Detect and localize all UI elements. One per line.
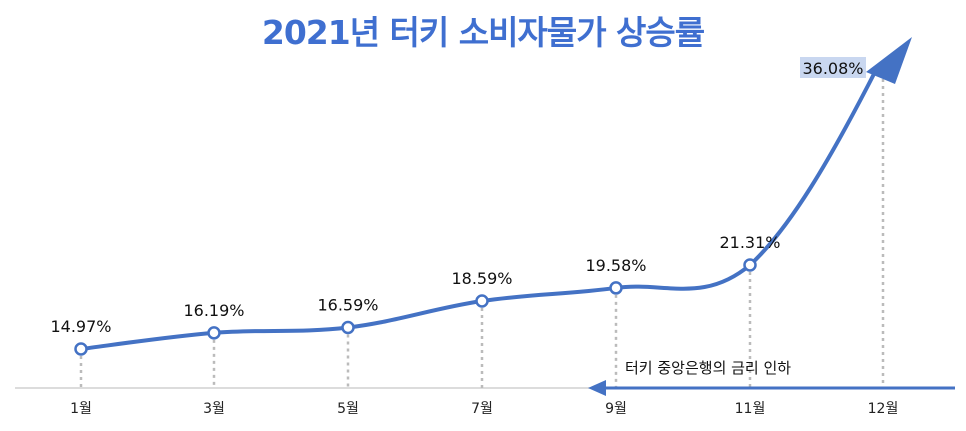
data-point-9월	[609, 281, 623, 295]
data-label-5월: 16.59%	[317, 296, 378, 315]
data-point-1월	[74, 342, 88, 356]
data-point-11월	[743, 258, 757, 272]
data-label-3월: 16.19%	[183, 301, 244, 320]
x-tick-label-5월: 5월	[337, 401, 359, 417]
data-label-11월: 21.31%	[719, 233, 780, 252]
x-tick-label-12월: 12월	[868, 401, 899, 417]
data-label-7월: 18.59%	[451, 269, 512, 288]
rate-cut-arrow-head	[588, 380, 606, 396]
x-tick-label-11월: 11월	[735, 401, 766, 417]
data-point-7월	[475, 294, 489, 308]
chart-title: 2021년 터키 소비자물가 상승률	[261, 13, 705, 52]
x-tick-label-1월: 1월	[70, 401, 92, 417]
data-label-12월: 36.08%	[802, 59, 863, 78]
trend-arrow-head	[866, 37, 912, 84]
data-point-5월	[341, 320, 355, 335]
x-tick-label-9월: 9월	[605, 401, 627, 417]
data-label-9월: 19.58%	[585, 256, 646, 275]
x-tick-label-7월: 7월	[471, 401, 493, 417]
data-label-1월: 14.97%	[50, 317, 111, 336]
x-tick-label-3월: 3월	[203, 401, 225, 417]
rate-cut-annotation: 터키 중앙은행의 금리 인하	[625, 359, 791, 377]
label-highlight	[800, 57, 866, 78]
data-point-3월	[207, 326, 221, 340]
